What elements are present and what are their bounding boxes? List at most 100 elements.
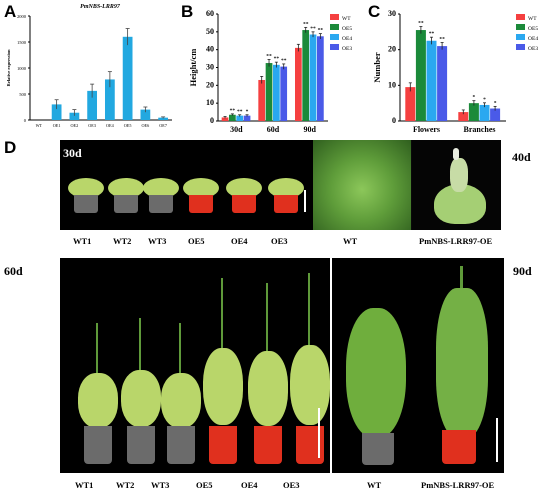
bar-oe4-30d — [236, 115, 244, 121]
panel-label-b: B — [181, 2, 194, 21]
bar-oe5 — [122, 36, 133, 120]
chart-a-relative-expression: 0 500 1000 1500 2000 Relative expression PmNBS… — [6, 4, 172, 128]
y-axis-label: Height/cm — [188, 49, 198, 87]
legend-label-oe3: OE3 — [528, 46, 538, 52]
photo-tag-30d: 30d — [63, 146, 82, 160]
bar-wt-flowers — [405, 87, 416, 121]
significance-marker: * — [246, 109, 249, 115]
scale-bar — [318, 408, 320, 458]
legend-swatch-oe5 — [330, 24, 339, 30]
bar-wt-branches — [458, 112, 469, 121]
y-tick-label: 0 — [392, 116, 396, 125]
plant-leaves — [203, 347, 243, 426]
x-tick-label-60d: 60d — [267, 125, 280, 134]
bar-oe3-flowers — [437, 46, 448, 121]
bar-oe4-branches — [479, 104, 490, 121]
label-30d-oe5: OE5 — [188, 236, 205, 246]
x-tick-label-90d: 90d — [303, 125, 316, 134]
photo-30d: 30d — [60, 140, 313, 230]
legend-label-oe4: OE4 — [528, 36, 538, 42]
pot — [167, 426, 195, 464]
significance-marker: ** — [281, 58, 287, 64]
y-tick-label: 0 — [210, 116, 214, 125]
x-tick-label-branches: Branches — [464, 125, 496, 134]
significance-marker: * — [473, 95, 476, 101]
pot — [74, 195, 98, 213]
x-tick-label-30d: 30d — [230, 125, 243, 134]
wt-plant-leaves — [346, 308, 406, 438]
bar-oe3-30d — [243, 115, 251, 121]
seedling-leaves — [68, 178, 104, 198]
legend-swatch-oe5 — [516, 24, 525, 30]
bar-oe2 — [69, 112, 80, 120]
significance-marker: ** — [303, 21, 309, 27]
scale-bar — [496, 418, 498, 462]
y-axis-label: Number — [372, 52, 382, 82]
y-tick-label: 40 — [206, 45, 214, 54]
legend-label-oe3: OE3 — [342, 46, 352, 52]
significance-marker: * — [494, 100, 497, 106]
y-tick-label: 1000 — [17, 66, 27, 71]
y-tick-label: 10 — [388, 80, 396, 89]
bar-oe5-30d — [229, 114, 236, 121]
bar-oe4-90d — [309, 34, 317, 122]
label-60d-oe4: OE4 — [241, 480, 258, 490]
y-tick-label: 0 — [24, 118, 27, 123]
y-tick-label: 2000 — [17, 14, 27, 19]
panel-label-d: D — [4, 138, 17, 157]
label-90d-oe: PmNBS-LRR97-OE — [421, 480, 495, 490]
x-tick-label-oe3: OE3 — [88, 123, 96, 128]
legend-label-oe5: OE5 — [342, 26, 352, 32]
label-60d-wt1: WT1 — [75, 480, 94, 490]
plant-leaves — [248, 350, 288, 426]
seedling-leaves — [143, 178, 179, 198]
label-60d-oe3: OE3 — [283, 480, 300, 490]
y-tick-label: 30 — [388, 9, 396, 18]
x-tick-label-oe6: OE6 — [142, 123, 150, 128]
scale-bar — [304, 190, 306, 212]
legend-swatch-oe3 — [516, 44, 525, 50]
legend-swatch-oe4 — [516, 34, 525, 40]
wt-pot — [362, 433, 394, 465]
wt-closeup — [313, 140, 411, 230]
pot — [296, 426, 324, 464]
pot — [209, 426, 237, 464]
label-60d-wt2: WT2 — [116, 480, 135, 490]
photo-tag-40d: 40d — [512, 150, 531, 164]
x-tick-label-oe5: OE5 — [124, 123, 132, 128]
bar-wt-30d — [221, 117, 229, 121]
photo-90d — [332, 258, 504, 473]
chart-a-title: PmNBS-LRR97 — [80, 4, 121, 10]
y-tick-label: 20 — [388, 45, 396, 54]
y-tick-label: 1500 — [17, 40, 27, 45]
legend-label-wt: WT — [342, 16, 351, 22]
y-axis-label: Relative expression — [6, 49, 11, 87]
significance-marker: ** — [230, 108, 236, 114]
panel-label-c: C — [368, 2, 381, 21]
pot — [127, 426, 155, 464]
x-tick-label-oe2: OE2 — [71, 123, 79, 128]
legend-label-wt: WT — [528, 16, 537, 22]
label-30d-oe4: OE4 — [231, 236, 248, 246]
significance-marker: ** — [310, 26, 316, 32]
label-60d-oe5: OE5 — [196, 480, 213, 490]
seedling-leaves — [108, 178, 144, 198]
plant-leaves — [121, 369, 161, 428]
legend-swatch-wt — [516, 14, 525, 20]
photo-60d: 60d — [60, 258, 330, 473]
legend-swatch-wt — [330, 14, 339, 20]
oe-pot — [442, 430, 476, 464]
label-90d-wt: WT — [367, 480, 382, 490]
y-tick-label: 50 — [206, 27, 214, 36]
label-30d-wt1: WT1 — [73, 236, 92, 246]
pot — [254, 426, 282, 464]
significance-marker: ** — [266, 53, 272, 59]
bar-oe5-flowers — [415, 30, 426, 121]
seedling-leaves — [268, 178, 304, 198]
significance-marker: ** — [318, 28, 324, 34]
seedling-leaves — [226, 178, 262, 198]
x-tick-label-oe1: OE1 — [53, 123, 61, 128]
bar-oe6 — [140, 109, 151, 120]
photo-tag-90d: 90d — [513, 264, 532, 278]
